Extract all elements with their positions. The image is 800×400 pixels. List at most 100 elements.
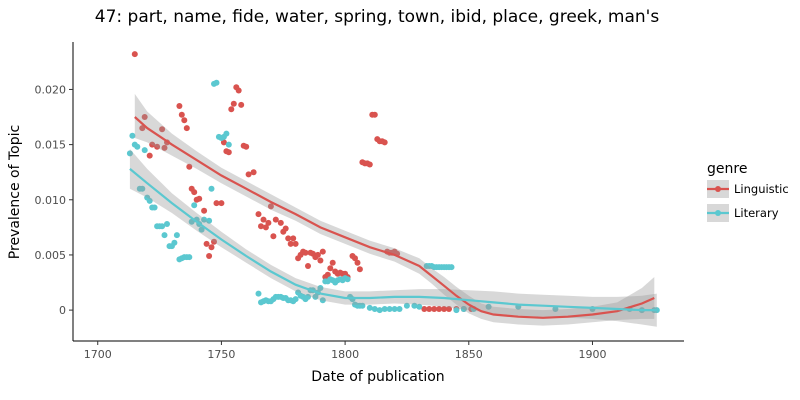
point-linguistic-20 [206,253,213,259]
point-linguistic-36 [250,169,257,176]
legend: genre Linguistic Literary [707,161,789,222]
series-linguistic-points [131,51,475,312]
point-linguistic-86 [381,139,388,146]
point-literary-6 [141,147,148,154]
point-linguistic-56 [305,263,311,269]
point-linguistic-39 [260,216,267,223]
point-linguistic-34 [243,143,250,150]
point-literary-8 [146,197,153,204]
point-literary-10 [151,204,158,211]
point-linguistic-64 [324,271,331,278]
point-linguistic-22 [211,238,217,245]
point-literary-30 [201,216,208,223]
point-literary-76 [344,276,351,283]
point-linguistic-76 [356,266,363,273]
point-linguistic-13 [186,163,193,170]
point-linguistic-48 [285,235,292,242]
point-linguistic-92 [421,306,428,312]
point-linguistic-44 [272,216,279,223]
point-literary-39 [225,141,232,148]
point-linguistic-27 [225,149,232,156]
point-linguistic-49 [287,240,294,247]
x-tick-label-1900: 1900 [578,348,606,361]
point-linguistic-97 [446,306,452,312]
point-literary-104 [453,307,460,314]
smooth-line-linguistic [134,116,655,319]
point-linguistic-1 [139,125,146,132]
point-linguistic-11 [181,117,188,124]
point-linguistic-3 [146,152,153,159]
point-linguistic-10 [178,111,185,118]
y-tick-label-0.020: 0.020 [35,83,67,96]
series-literary-points [126,79,660,314]
point-literary-38 [223,130,230,137]
point-linguistic-47 [282,225,289,232]
point-linguistic-17 [196,195,203,202]
point-literary-105 [460,306,467,312]
point-linguistic-82 [371,111,378,118]
point-literary-34 [213,79,220,86]
point-literary-29 [198,226,205,233]
point-literary-14 [161,232,168,239]
point-literary-87 [386,306,393,312]
point-literary-1 [129,132,136,139]
point-linguistic-24 [218,200,225,207]
point-literary-107 [485,303,492,310]
point-linguistic-2 [141,114,148,120]
point-linguistic-75 [354,259,361,266]
point-linguistic-15 [191,189,198,196]
point-linguistic-32 [238,101,245,108]
point-literary-103 [448,264,455,271]
y-axis-label: Prevalence of Topic [7,125,23,259]
point-linguistic-95 [436,306,443,312]
point-linguistic-42 [267,203,274,210]
point-linguistic-9 [176,103,183,109]
point-literary-84 [371,306,378,312]
point-literary-19 [173,232,180,239]
point-linguistic-40 [262,224,269,231]
x-tick-label-1700: 1700 [84,348,112,361]
point-linguistic-45 [277,219,284,226]
point-linguistic-61 [317,257,324,264]
point-literary-55 [292,296,299,303]
point-literary-89 [396,306,403,312]
point-linguistic-74 [352,255,358,262]
point-linguistic-80 [366,161,373,168]
point-linguistic-65 [327,265,334,272]
point-linguistic-93 [426,306,433,312]
point-literary-66 [319,297,326,304]
point-linguistic-55 [302,249,309,256]
point-literary-109 [552,306,559,312]
point-literary-13 [159,223,166,230]
point-literary-86 [381,306,388,312]
point-literary-82 [359,302,366,309]
point-linguistic-0 [131,51,138,58]
y-tick-label-0.015: 0.015 [35,139,67,152]
point-literary-83 [366,304,373,311]
point-literary-63 [312,293,319,300]
point-linguistic-96 [441,306,448,312]
point-literary-24 [186,254,193,261]
plot-area [126,51,660,327]
point-linguistic-18 [201,207,208,214]
point-literary-60 [305,293,311,300]
y-tick-label-0: 0 [59,304,66,317]
chart-title: 47: part, name, fide, water, spring, tow… [95,7,660,27]
point-literary-32 [208,185,215,192]
point-linguistic-4 [149,141,156,148]
point-linguistic-23 [213,200,220,207]
legend-label-literary: Literary [734,206,779,220]
point-linguistic-43 [270,233,277,240]
legend-label-linguistic: Linguistic [734,182,789,196]
legend-item-literary: Literary [707,204,779,222]
point-linguistic-12 [183,125,190,132]
point-linguistic-41 [265,219,272,226]
point-linguistic-31 [235,87,242,94]
point-literary-85 [376,307,383,314]
legend-key-point [715,210,721,216]
legend-key-point [715,186,721,192]
point-linguistic-66 [329,259,336,266]
smooth-line-literary [129,168,657,312]
x-tick-label-1800: 1800 [331,348,359,361]
x-ticks: 1700 1750 1800 1850 1900 [84,341,606,361]
